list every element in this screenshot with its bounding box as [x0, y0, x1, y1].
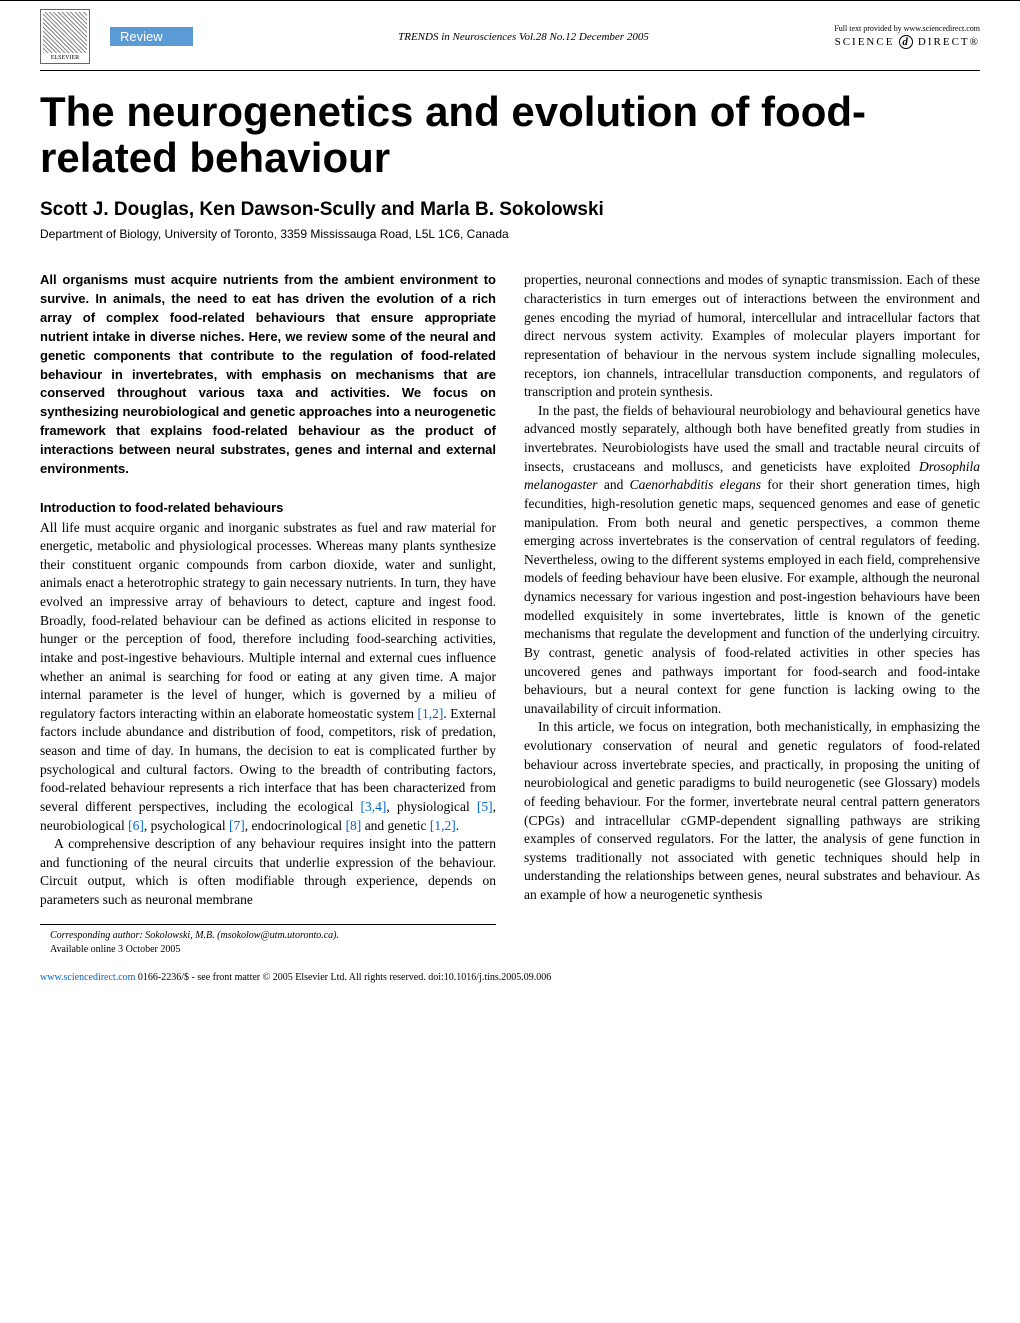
header-bar: ELSEVIER Review TRENDS in Neurosciences …: [0, 0, 1020, 68]
r-p2a: In the past, the fields of behavioural n…: [524, 403, 980, 474]
intro-para-2: A comprehensive description of any behav…: [40, 835, 496, 910]
p1a: All life must acquire organic and inorga…: [40, 520, 496, 721]
footer-url[interactable]: www.sciencedirect.com: [40, 972, 135, 983]
publisher-logo-image: [43, 12, 87, 53]
journal-info: TRENDS in Neurosciences Vol.28 No.12 Dec…: [213, 31, 835, 43]
fulltext-provided: Full text provided by www.sciencedirect.…: [834, 24, 980, 34]
right-para-1: properties, neuronal connections and mod…: [524, 271, 980, 401]
science-direct-block: Full text provided by www.sciencedirect.…: [834, 24, 980, 49]
left-column: All organisms must acquire nutrients fro…: [40, 271, 496, 956]
footer-text: 0166-2236/$ - see front matter © 2005 El…: [135, 972, 551, 983]
authors: Scott J. Douglas, Ken Dawson-Scully and …: [0, 193, 1020, 227]
p1g: and genetic: [361, 818, 430, 833]
intro-heading: Introduction to food-related behaviours: [40, 499, 496, 517]
abstract-text: All organisms must acquire nutrients fro…: [40, 271, 496, 478]
affiliation: Department of Biology, University of Tor…: [0, 227, 1020, 271]
corresponding-block: Corresponding author: Sokolowski, M.B. (…: [40, 924, 496, 957]
review-badge: Review: [110, 27, 193, 46]
corresponding-line: Corresponding author: Sokolowski, M.B. (…: [40, 929, 496, 943]
r-p2c: for their short generation times, high f…: [524, 477, 980, 716]
sd-prefix: SCIENCE: [835, 36, 895, 48]
p1b: . External factors include abundance and…: [40, 706, 496, 814]
body-columns: All organisms must acquire nutrients fro…: [0, 271, 1020, 956]
science-direct-logo: SCIENCE d DIRECT®: [834, 35, 980, 49]
sd-circle-icon: d: [899, 35, 913, 49]
p1c: , physiological: [386, 799, 476, 814]
ref-6[interactable]: [6]: [128, 818, 144, 833]
right-column: properties, neuronal connections and mod…: [524, 271, 980, 956]
corresponding-label: Corresponding author:: [50, 930, 143, 941]
intro-para-1: All life must acquire organic and inorga…: [40, 519, 496, 836]
ref-8[interactable]: [8]: [346, 818, 362, 833]
available-online: Available online 3 October 2005: [40, 943, 496, 957]
right-para-3: In this article, we focus on integration…: [524, 718, 980, 904]
publisher-logo: ELSEVIER: [40, 9, 90, 64]
species-celegans: Caenorhabditis elegans: [630, 477, 761, 492]
r-p2b: and: [598, 477, 630, 492]
ref-5[interactable]: [5]: [477, 799, 493, 814]
sd-suffix: DIRECT®: [918, 36, 980, 48]
right-para-2: In the past, the fields of behavioural n…: [524, 402, 980, 719]
ref-1-2-b[interactable]: [1,2]: [430, 818, 456, 833]
ref-7[interactable]: [7]: [229, 818, 245, 833]
ref-3-4[interactable]: [3,4]: [361, 799, 387, 814]
p1f: , endocrinological: [245, 818, 346, 833]
p1e: , psychological: [144, 818, 229, 833]
footer-line: www.sciencedirect.com 0166-2236/$ - see …: [0, 956, 1020, 991]
ref-1-2-a[interactable]: [1,2]: [418, 706, 444, 721]
corresponding-text: Sokolowski, M.B. (msokolow@utm.utoronto.…: [143, 930, 339, 941]
p1h: .: [456, 818, 459, 833]
article-title: The neurogenetics and evolution of food-…: [0, 71, 1020, 193]
publisher-name: ELSEVIER: [41, 55, 89, 61]
